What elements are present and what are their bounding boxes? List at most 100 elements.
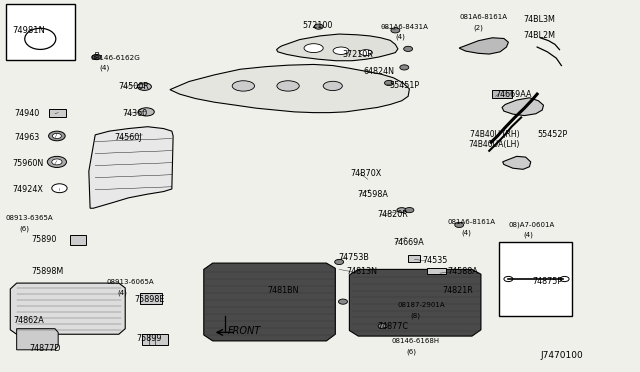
Text: (4): (4) xyxy=(523,232,533,238)
Ellipse shape xyxy=(333,47,349,54)
Bar xyxy=(428,267,447,274)
Polygon shape xyxy=(502,156,531,169)
Polygon shape xyxy=(502,98,543,116)
Text: 64824N: 64824N xyxy=(364,67,394,76)
Text: 08187-2901A: 08187-2901A xyxy=(398,302,445,308)
Text: (2): (2) xyxy=(473,24,483,31)
Polygon shape xyxy=(170,64,410,113)
Text: FRONT: FRONT xyxy=(227,326,260,336)
Text: 75898M: 75898M xyxy=(31,267,63,276)
Circle shape xyxy=(455,222,464,228)
Text: 74821R: 74821R xyxy=(443,286,474,295)
Text: 75960N: 75960N xyxy=(12,159,44,168)
Text: 75899: 75899 xyxy=(136,334,161,343)
Text: 75890: 75890 xyxy=(31,235,57,244)
Text: 74669AA: 74669AA xyxy=(495,90,532,99)
Text: 74924X: 74924X xyxy=(12,185,43,194)
Text: J7470100: J7470100 xyxy=(540,351,583,360)
Text: 08146-6162G: 08146-6162G xyxy=(90,55,140,61)
Bar xyxy=(49,109,67,118)
Polygon shape xyxy=(276,34,398,61)
Text: (4): (4) xyxy=(100,64,110,71)
Text: (4): (4) xyxy=(117,289,127,296)
Text: 08)A7-0601A: 08)A7-0601A xyxy=(508,222,555,228)
Text: 74862A: 74862A xyxy=(13,316,44,325)
Circle shape xyxy=(391,28,400,33)
Bar xyxy=(70,235,86,245)
Ellipse shape xyxy=(304,44,323,52)
Circle shape xyxy=(560,276,569,282)
Text: 55451P: 55451P xyxy=(389,81,419,90)
Text: 74813N: 74813N xyxy=(347,267,378,276)
Ellipse shape xyxy=(138,108,154,116)
Text: 08913-6365A: 08913-6365A xyxy=(6,215,53,221)
Ellipse shape xyxy=(277,81,300,91)
Text: (6): (6) xyxy=(20,225,30,232)
Text: 08146-6168H: 08146-6168H xyxy=(392,338,440,344)
Text: (4): (4) xyxy=(396,33,405,40)
Ellipse shape xyxy=(47,156,67,167)
Ellipse shape xyxy=(138,83,152,90)
Ellipse shape xyxy=(49,131,65,141)
Text: 08913-6065A: 08913-6065A xyxy=(106,279,154,285)
Bar xyxy=(499,241,572,317)
Text: 74669A: 74669A xyxy=(394,238,424,247)
Text: 74877D: 74877D xyxy=(29,344,61,353)
Text: 37210R: 37210R xyxy=(342,50,373,59)
Text: (6): (6) xyxy=(406,349,416,355)
Circle shape xyxy=(385,80,394,86)
Circle shape xyxy=(400,65,409,70)
Polygon shape xyxy=(349,269,481,336)
Ellipse shape xyxy=(136,134,150,141)
Circle shape xyxy=(405,208,414,213)
Circle shape xyxy=(314,24,323,29)
Text: 081A6-8431A: 081A6-8431A xyxy=(381,24,429,30)
Polygon shape xyxy=(17,329,58,350)
Text: 74820R: 74820R xyxy=(378,211,408,219)
Text: 572100: 572100 xyxy=(302,22,333,31)
Circle shape xyxy=(335,259,344,264)
Circle shape xyxy=(339,299,348,304)
Text: 74B40UA(LH): 74B40UA(LH) xyxy=(468,140,520,149)
Text: 74877C: 74877C xyxy=(378,321,408,331)
Circle shape xyxy=(378,324,387,329)
Text: 74BL2M: 74BL2M xyxy=(523,31,555,41)
Ellipse shape xyxy=(52,134,61,138)
Bar xyxy=(140,293,163,304)
Polygon shape xyxy=(460,38,508,54)
Text: (8): (8) xyxy=(411,312,420,319)
Text: 74535: 74535 xyxy=(422,256,447,265)
Text: 74500R: 74500R xyxy=(119,82,150,91)
Polygon shape xyxy=(10,283,125,334)
Ellipse shape xyxy=(25,28,56,49)
Text: 74963: 74963 xyxy=(15,133,40,142)
Text: 74B40U (RH): 74B40U (RH) xyxy=(470,130,520,140)
Text: 081A6-8161A: 081A6-8161A xyxy=(460,15,508,20)
Ellipse shape xyxy=(232,81,255,91)
Text: 75898E: 75898E xyxy=(135,295,165,304)
Circle shape xyxy=(52,184,67,193)
Text: 74588A: 74588A xyxy=(448,267,479,276)
Text: 74560J: 74560J xyxy=(115,133,142,142)
Ellipse shape xyxy=(360,49,372,55)
Ellipse shape xyxy=(52,159,62,165)
Text: 081A6-8161A: 081A6-8161A xyxy=(448,219,496,225)
Ellipse shape xyxy=(397,208,406,212)
Text: 74B70X: 74B70X xyxy=(351,169,382,177)
Circle shape xyxy=(92,54,101,60)
Text: (4): (4) xyxy=(462,229,472,235)
Text: 74598A: 74598A xyxy=(357,190,388,199)
Bar xyxy=(6,4,75,60)
Bar xyxy=(143,334,168,344)
Circle shape xyxy=(404,46,413,51)
Bar xyxy=(492,90,511,98)
Polygon shape xyxy=(204,263,335,341)
Circle shape xyxy=(504,276,513,282)
Polygon shape xyxy=(89,127,173,208)
Text: 74981N: 74981N xyxy=(12,26,45,35)
Text: 55452P: 55452P xyxy=(537,130,568,140)
Text: 74875P: 74875P xyxy=(532,277,562,286)
Text: 7481BN: 7481BN xyxy=(268,286,299,295)
Text: 74753B: 74753B xyxy=(338,253,369,262)
Text: 74BL3M: 74BL3M xyxy=(523,15,555,24)
